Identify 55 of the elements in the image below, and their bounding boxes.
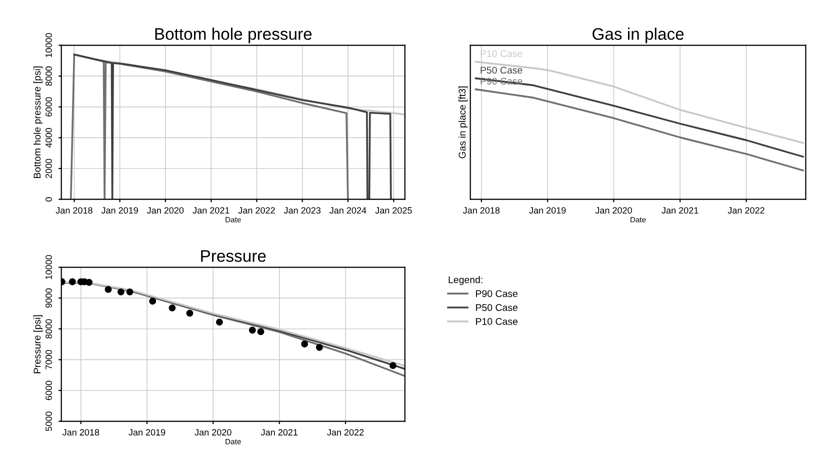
point (257, 328, 264, 336)
x-tick-label: Jan 2019 (101, 207, 138, 214)
y-tick-label: 8000 (46, 319, 52, 339)
x-tick-label: Jan 2022 (327, 429, 364, 436)
x-tick-label: Jan 2021 (662, 207, 698, 214)
point (186, 310, 194, 317)
legend-label: P50 Case (476, 304, 518, 312)
point (86, 278, 93, 286)
point (316, 344, 323, 351)
x-tick-label: Jan 2022 (728, 207, 764, 214)
y-axis-title: Pressure [psi] (33, 315, 43, 374)
x-tick-label: Jan 2020 (595, 207, 632, 214)
y-tick-label: 2000 (46, 158, 52, 178)
x-tick-label: Jan 2018 (56, 207, 92, 214)
legend-label: P90 Case (476, 290, 518, 298)
y-tick-label: 0 (46, 197, 52, 202)
legend-label: P10 Case (476, 318, 518, 325)
y-tick-label: 10000 (46, 33, 52, 58)
point (104, 286, 112, 293)
y-tick-label: 5000 (46, 412, 52, 431)
point (68, 278, 76, 286)
series-label: P50 Case (480, 66, 522, 74)
y-tick-label: 6000 (46, 97, 52, 116)
x-tick-label: Jan 2020 (146, 207, 184, 214)
point (117, 288, 124, 296)
y-axis-title: Gas in place [ft3] (458, 86, 468, 158)
y-tick-label: 4000 (46, 128, 52, 148)
point (168, 304, 176, 312)
x-tick-label: Jan 2018 (62, 429, 100, 436)
x-tick-label: Jan 2018 (462, 207, 500, 214)
y-tick-label: 9000 (46, 288, 52, 308)
point (248, 326, 256, 334)
y-tick-label: 8000 (46, 66, 52, 86)
x-tick-label: Jan 2021 (192, 207, 230, 214)
legend-title: Legend: (448, 276, 482, 286)
x-tick-label: Jan 2021 (260, 429, 298, 436)
x-tick-label: Jan 2019 (529, 207, 566, 214)
y-axis-title: Bottom hole pressure [psi] (33, 66, 43, 178)
chart-title: Pressure (201, 250, 266, 262)
x-tick-label: Jan 2019 (128, 429, 166, 436)
y-tick-label: 10000 (46, 255, 52, 280)
point (216, 318, 223, 326)
x-tick-label: Jan 2023 (284, 207, 321, 214)
x-tick-label: Jan 2024 (330, 207, 366, 214)
chart-title: Bottom hole pressure (155, 28, 312, 44)
x-tick-label: Jan 2025 (375, 207, 412, 214)
y-tick-label: 7000 (46, 350, 52, 370)
y-tick-label: 6000 (46, 380, 52, 400)
point (149, 298, 156, 305)
x-tick-label: Jan 2022 (238, 207, 275, 214)
point (389, 362, 396, 370)
point (301, 340, 308, 348)
point (126, 288, 134, 296)
x-tick-label: Jan 2020 (194, 429, 232, 436)
chart-title: Gas in place (592, 28, 684, 44)
